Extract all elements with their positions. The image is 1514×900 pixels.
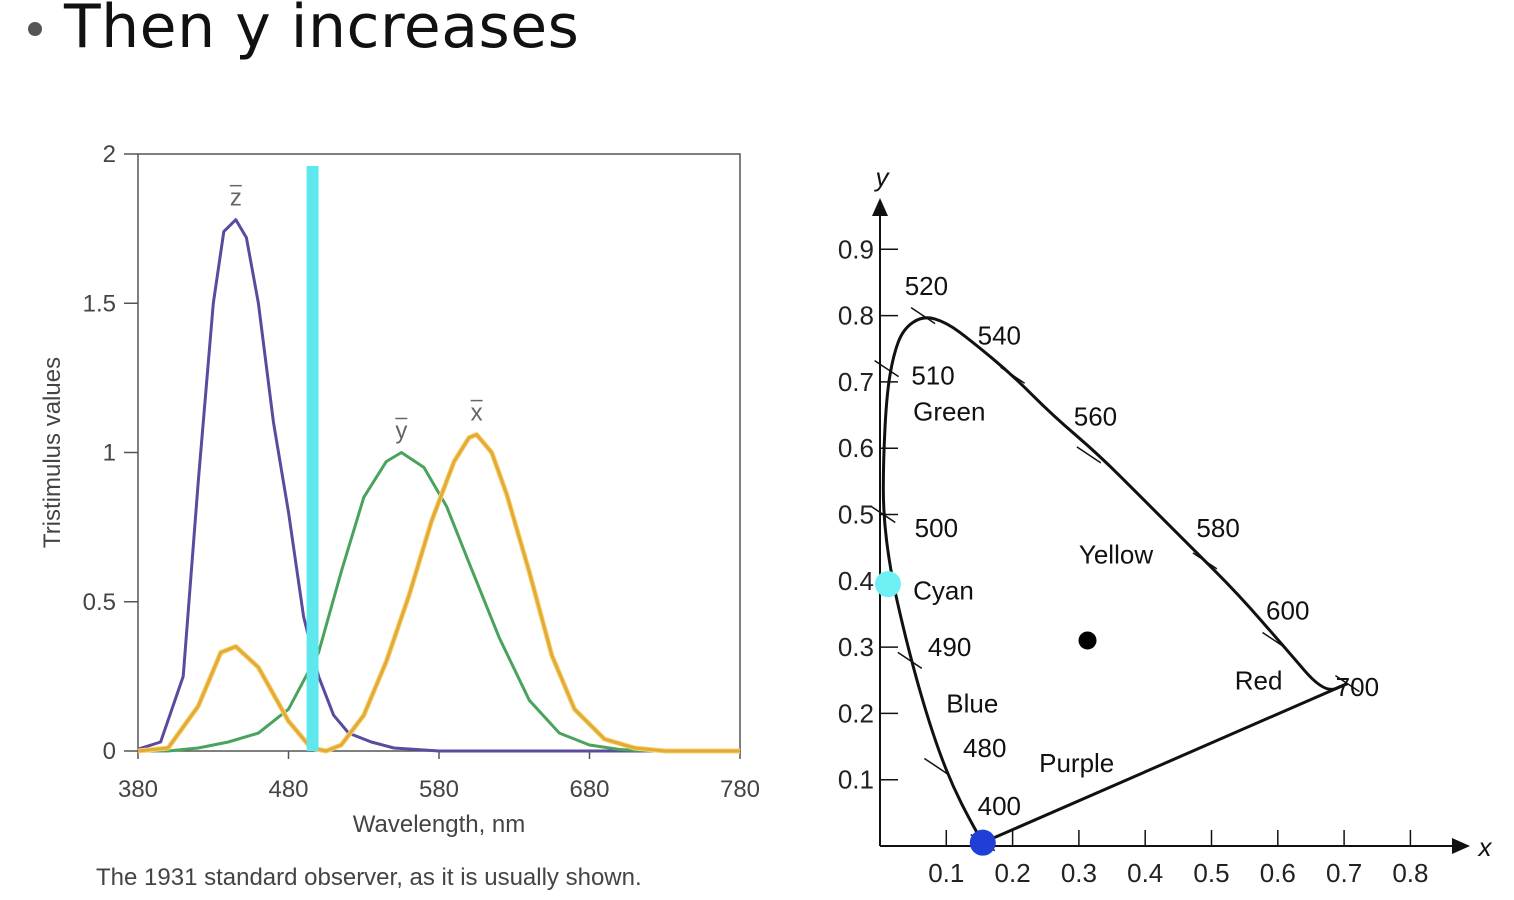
x-tick-label: 0.5 — [1193, 858, 1229, 888]
wavelength-label-700: 700 — [1336, 672, 1379, 702]
x-axis-label: x — [1477, 832, 1493, 862]
x-axis-label: Wavelength, nm — [353, 811, 526, 838]
series-line-y — [138, 451, 740, 753]
x-tick-label: 780 — [720, 776, 760, 803]
region-label-blue: Blue — [946, 688, 998, 718]
wavelength-tick — [870, 505, 896, 524]
y-tick-label: 0.8 — [838, 301, 874, 331]
region-label-cyan: Cyan — [913, 576, 974, 606]
region-label-yellow: Yellow — [1079, 539, 1153, 569]
slide-title: Then y increases — [64, 0, 580, 62]
x-tick-label: 680 — [569, 776, 609, 803]
wavelength-tick — [1076, 446, 1102, 464]
y-tick-label: 2 — [103, 141, 116, 168]
x-tick-label: 480 — [268, 776, 308, 803]
region-label-green: Green — [913, 397, 985, 427]
cyan-point — [874, 571, 901, 598]
series-line-x — [137, 433, 740, 753]
region-label-purple: Purple — [1039, 748, 1114, 778]
spectral-locus — [881, 316, 1349, 844]
figure-caption: The 1931 standard observer, as it is usu… — [96, 864, 642, 891]
y-axis-label: y — [874, 162, 891, 192]
y-tick-label: 0.9 — [838, 234, 874, 264]
wavelength-label-500: 500 — [915, 513, 958, 543]
wavelength-label-580: 580 — [1196, 513, 1239, 543]
white-point — [1078, 631, 1097, 650]
y-tick-label: 0.3 — [838, 632, 874, 662]
x-tick-label: 0.8 — [1392, 858, 1428, 888]
y-tick-label: 0.2 — [838, 698, 874, 728]
wavelength-tick — [1192, 552, 1218, 570]
series-label-x: x — [471, 400, 483, 427]
wavelength-tick — [910, 306, 936, 325]
series-label-z: z — [230, 185, 242, 212]
wavelength-label-510: 510 — [911, 360, 954, 390]
y-tick-label: 0 — [103, 738, 116, 765]
wavelength-tick — [1262, 631, 1287, 650]
wavelength-label-560: 560 — [1074, 401, 1117, 431]
wavelength-label-540: 540 — [978, 320, 1021, 350]
x-axis-arrow — [1452, 838, 1470, 854]
tristimulus-chart: 380 480 580 680 780 0 0.5 1 1.5 2 Wavelength, nm Tr… — [39, 141, 760, 838]
wavelength-tick — [897, 651, 923, 669]
y-axis-arrow — [872, 198, 888, 216]
bullet-dot — [28, 22, 42, 36]
wavelength-label-400: 400 — [978, 791, 1021, 821]
series-line-z — [137, 218, 740, 753]
x-tick-label: 0.3 — [1061, 858, 1097, 888]
y-tick-label: 0.1 — [838, 765, 874, 795]
wavelength-marker-bar — [306, 166, 319, 751]
y-tick-label: 0.6 — [838, 433, 874, 463]
x-tick-label: 0.1 — [928, 858, 964, 888]
x-tick-label: 0.6 — [1260, 858, 1296, 888]
y-axis-label: Tristimulus values — [39, 357, 66, 548]
wavelength-tick — [874, 360, 900, 378]
wavelength-label-520: 520 — [905, 271, 948, 301]
y-tick-label: 1 — [103, 440, 116, 467]
wavelength-label-480: 480 — [963, 733, 1006, 763]
wavelength-tick — [1000, 366, 1026, 384]
y-tick-label: 0.5 — [838, 500, 874, 530]
y-tick-label: 0.5 — [83, 589, 116, 616]
wavelength-tick — [923, 757, 949, 776]
x-tick-label: 0.7 — [1326, 858, 1362, 888]
region-label-red: Red — [1235, 665, 1283, 695]
wavelength-label-600: 600 — [1266, 596, 1309, 626]
y-tick-label: 0.4 — [838, 566, 874, 596]
line-of-purples — [982, 682, 1349, 845]
y-tick-label: 1.5 — [83, 290, 116, 317]
x-tick-label: 0.2 — [995, 858, 1031, 888]
x-tick-label: 580 — [419, 776, 459, 803]
wavelength-label-490: 490 — [928, 632, 971, 662]
x-tick-label: 380 — [118, 776, 158, 803]
series-label-y: y — [395, 418, 407, 445]
x-tick-label: 0.4 — [1127, 858, 1163, 888]
blue-point — [969, 829, 996, 856]
y-tick-label: 0.7 — [838, 367, 874, 397]
wavelength-tick — [1334, 674, 1360, 693]
